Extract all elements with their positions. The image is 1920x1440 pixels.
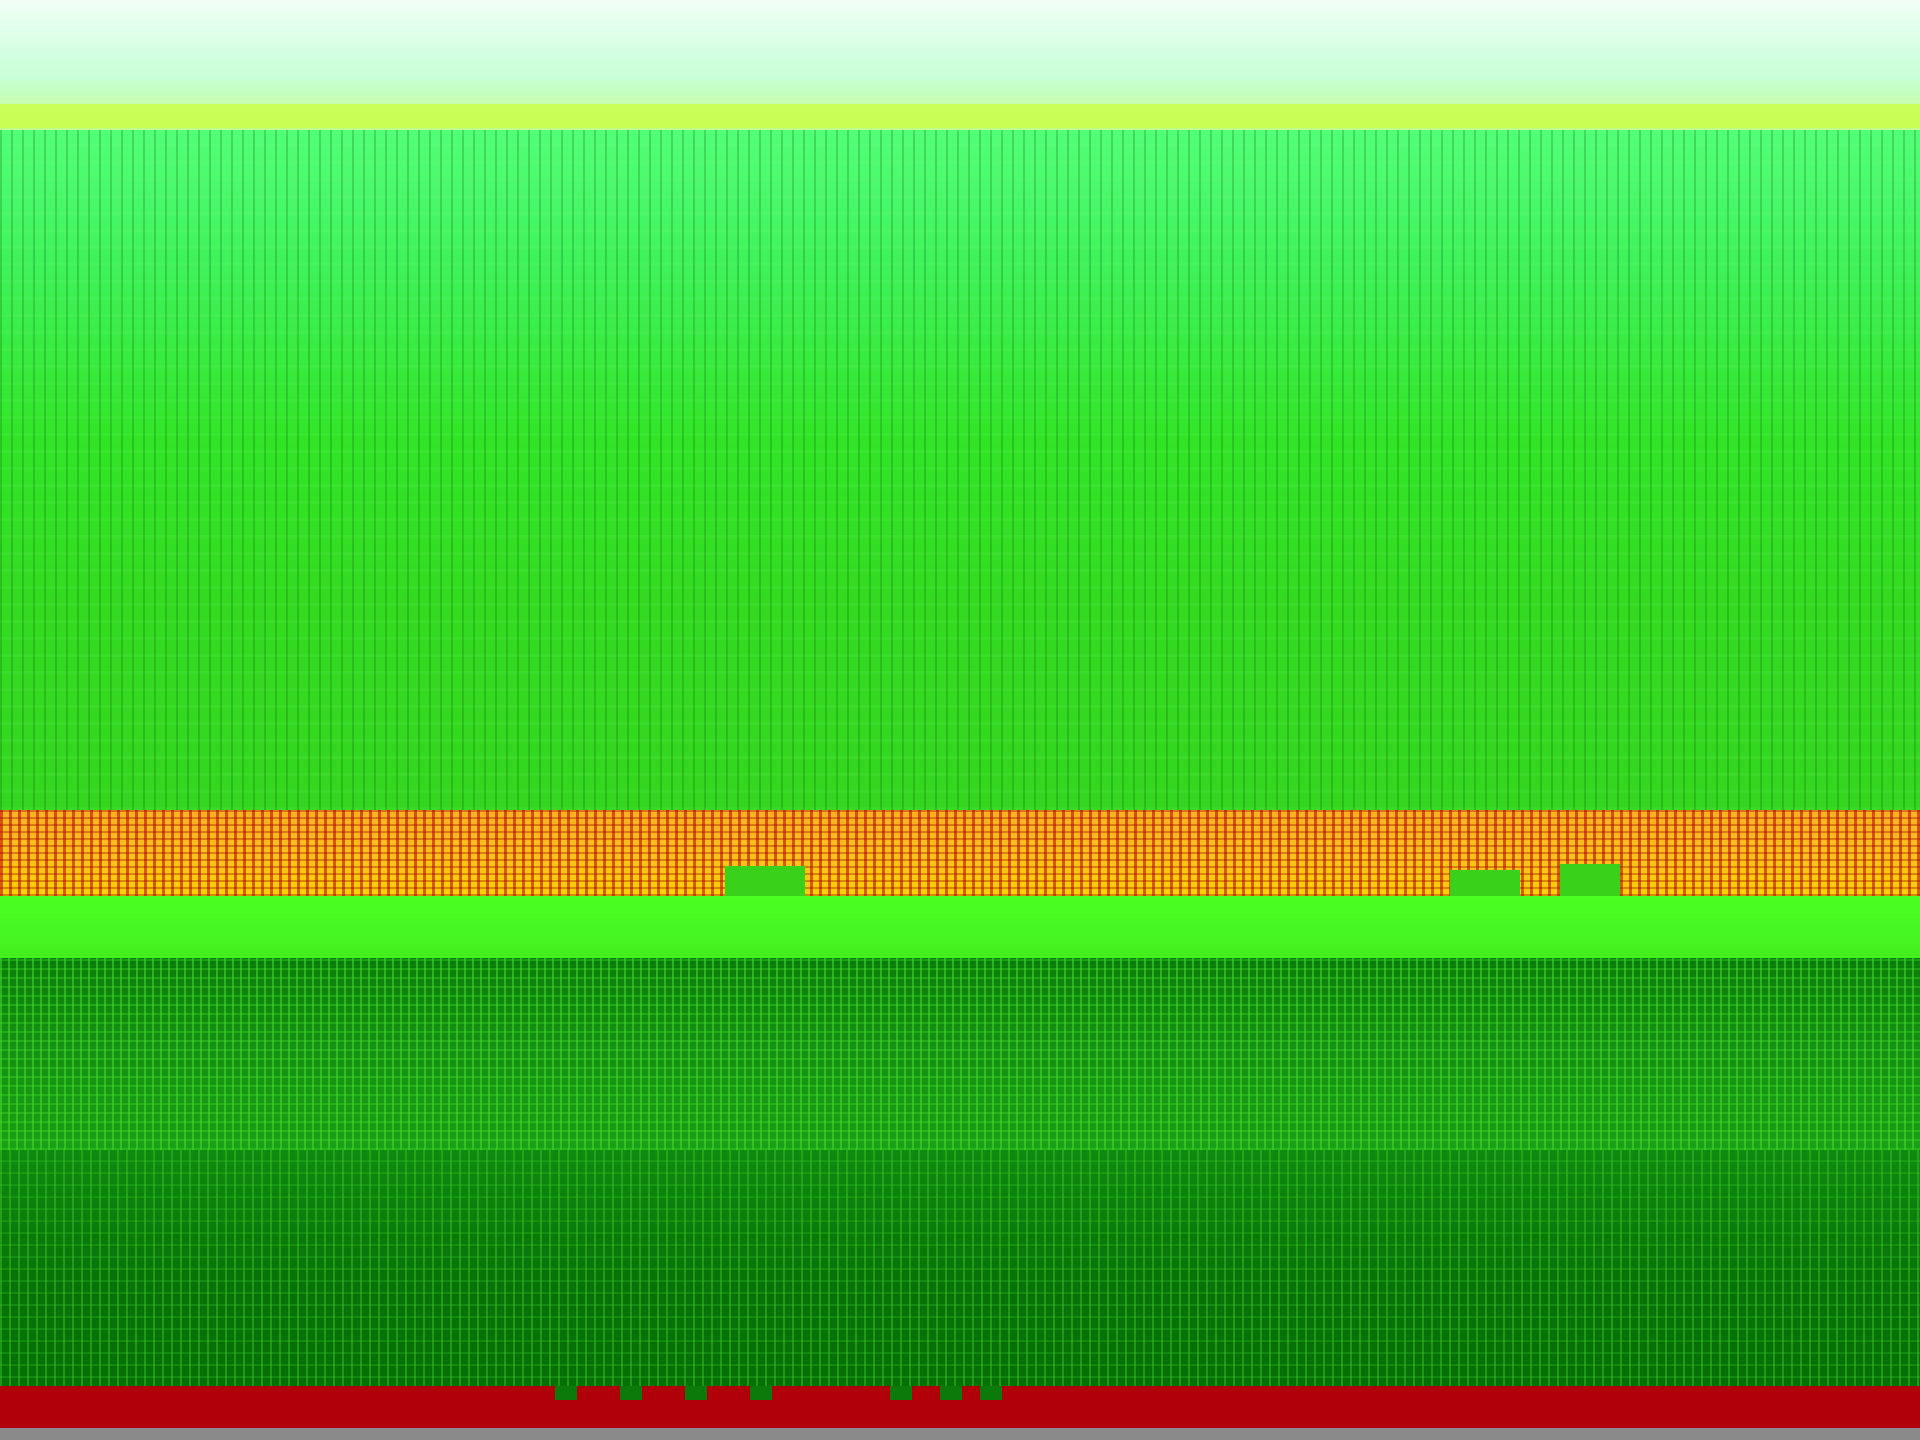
red-bottom-band [0,1386,1920,1428]
red-band-tooth [890,1386,912,1400]
dark-green-band-lower [0,1150,1920,1390]
orange-band-notch [1560,864,1620,896]
red-band-tooth [980,1386,1002,1400]
red-band-tooth [685,1386,707,1400]
gray-base-strip [0,1428,1920,1440]
orange-noise-band [0,810,1920,896]
orange-band-notch [1450,870,1520,896]
red-band-tooth [750,1386,772,1400]
orange-band-notch [725,866,805,896]
yellow-green-stripe [0,104,1920,128]
red-band-tooth [620,1386,642,1400]
red-band-tooth [940,1386,962,1400]
textured-green-band [0,130,1920,810]
pale-top-band [0,0,1920,130]
light-green-band [0,896,1920,958]
red-band-tooth [555,1386,577,1400]
dark-green-band-upper [0,958,1920,1150]
